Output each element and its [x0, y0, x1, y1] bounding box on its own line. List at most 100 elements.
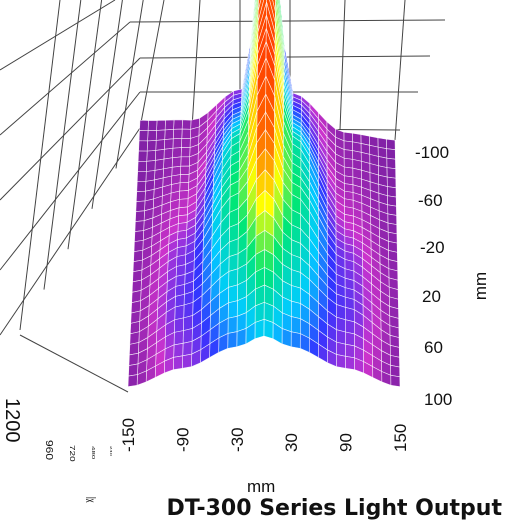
surface-cell — [180, 156, 190, 167]
surface-cell — [173, 330, 184, 346]
surface-cell — [156, 119, 166, 131]
surface-cell — [178, 206, 189, 217]
wall-grid-line — [339, 0, 346, 131]
surface-cell — [135, 210, 145, 222]
surface-cell — [155, 129, 166, 141]
wall-grid-line — [67, 0, 103, 250]
surface-cell — [228, 284, 238, 304]
x-tick-label: -30 — [228, 427, 247, 452]
surface-cell — [172, 128, 183, 140]
surface-cell — [386, 138, 396, 151]
surface-cell — [181, 119, 192, 130]
surface-cell — [183, 315, 194, 332]
wall-grid-line — [0, 0, 116, 71]
surface-cell — [291, 285, 301, 304]
surface-cell — [345, 319, 355, 335]
surface-cell — [154, 158, 165, 171]
chart-title: DT-300 Series Light Output — [166, 496, 502, 521]
surface-cell — [147, 120, 158, 132]
surface-cell — [182, 353, 193, 369]
wall-grid-line — [191, 0, 201, 129]
surface-cell — [386, 167, 397, 179]
x-tick-label: 150 — [391, 424, 410, 452]
y-tick-label: 60 — [424, 338, 443, 357]
surface-cell — [137, 150, 148, 162]
surface-cell — [390, 364, 401, 378]
surface-cell — [290, 316, 301, 334]
surface-cell — [155, 139, 166, 151]
surface-cell — [386, 157, 396, 170]
wall-grid-line — [19, 0, 61, 331]
wall-grid-line — [0, 21, 131, 136]
surface-cell — [163, 138, 174, 150]
surface-cell — [136, 181, 147, 192]
surface-cell — [182, 328, 193, 344]
surface-cell — [336, 354, 346, 369]
surface-cell — [387, 186, 397, 198]
surface-cell — [291, 269, 301, 289]
surface-cell — [128, 352, 139, 366]
surface-cell — [146, 150, 157, 162]
y-tick-label: 100 — [424, 390, 452, 409]
x-tick-label: -150 — [119, 418, 138, 452]
surface-cell — [163, 147, 174, 160]
x-tick-label: 30 — [282, 433, 301, 452]
surface-cell — [343, 166, 354, 178]
surface-cell — [164, 129, 174, 140]
z-tick-label: 480 — [91, 446, 96, 460]
surface-cell — [164, 119, 175, 131]
surface-cell — [178, 198, 189, 209]
wall-grid-line — [139, 0, 165, 129]
surface-cell — [343, 140, 353, 151]
surface-cell — [336, 329, 346, 345]
surface-cell — [181, 137, 191, 148]
surface-cell — [172, 137, 183, 149]
wall-grid-line — [129, 19, 446, 23]
wall-grid-line — [19, 334, 129, 393]
surface-cell — [336, 341, 346, 357]
z-axis-label: lx — [82, 497, 97, 503]
surface-cell — [291, 300, 301, 320]
surface-cell — [386, 148, 396, 160]
surface-cell — [155, 148, 165, 161]
surface-cell — [181, 128, 191, 139]
surface-cell — [345, 343, 355, 359]
surface-cell — [179, 182, 189, 192]
wall-grid-line — [115, 0, 144, 169]
wall-grid-line — [43, 0, 82, 290]
surface-cell — [135, 190, 146, 202]
wall-grid-line — [0, 57, 141, 201]
surface-cell — [227, 331, 238, 349]
y-tick-label: -60 — [418, 191, 443, 210]
z-axis-ticks: 1200 960 720 480 240 — [1, 398, 112, 462]
surface-cell — [138, 140, 148, 152]
surface-cell — [179, 174, 190, 184]
surface-cell — [228, 268, 239, 288]
surface-cell — [136, 171, 147, 182]
surface-cell — [263, 318, 274, 340]
z-tick-label: 960 — [43, 440, 54, 460]
surface-cell — [138, 130, 149, 142]
surface-cell — [386, 176, 397, 189]
x-tick-label: -90 — [173, 427, 192, 452]
surface-cell — [174, 304, 185, 321]
surface-cell — [182, 340, 193, 357]
surface-cell — [180, 147, 191, 158]
surface-cell — [135, 200, 146, 212]
y-axis-label: mm — [471, 272, 490, 300]
surface-cell — [145, 160, 156, 172]
surface-cell — [127, 374, 138, 387]
wall-grid-line — [0, 91, 141, 271]
surface-cell — [345, 355, 355, 371]
surface-cell — [171, 156, 182, 168]
surface-cell — [227, 300, 238, 319]
surface-cell — [172, 147, 182, 159]
surface-cell — [254, 318, 265, 340]
surface-cell — [387, 195, 397, 207]
z-tick-label: 1200 — [1, 398, 23, 443]
y-axis-ticks: -100 -60 -20 20 60 100 — [415, 143, 452, 409]
surface-cell — [228, 253, 239, 272]
y-tick-label: -20 — [420, 238, 445, 257]
surface-cell — [179, 190, 189, 200]
wall-grid-line — [394, 0, 406, 141]
